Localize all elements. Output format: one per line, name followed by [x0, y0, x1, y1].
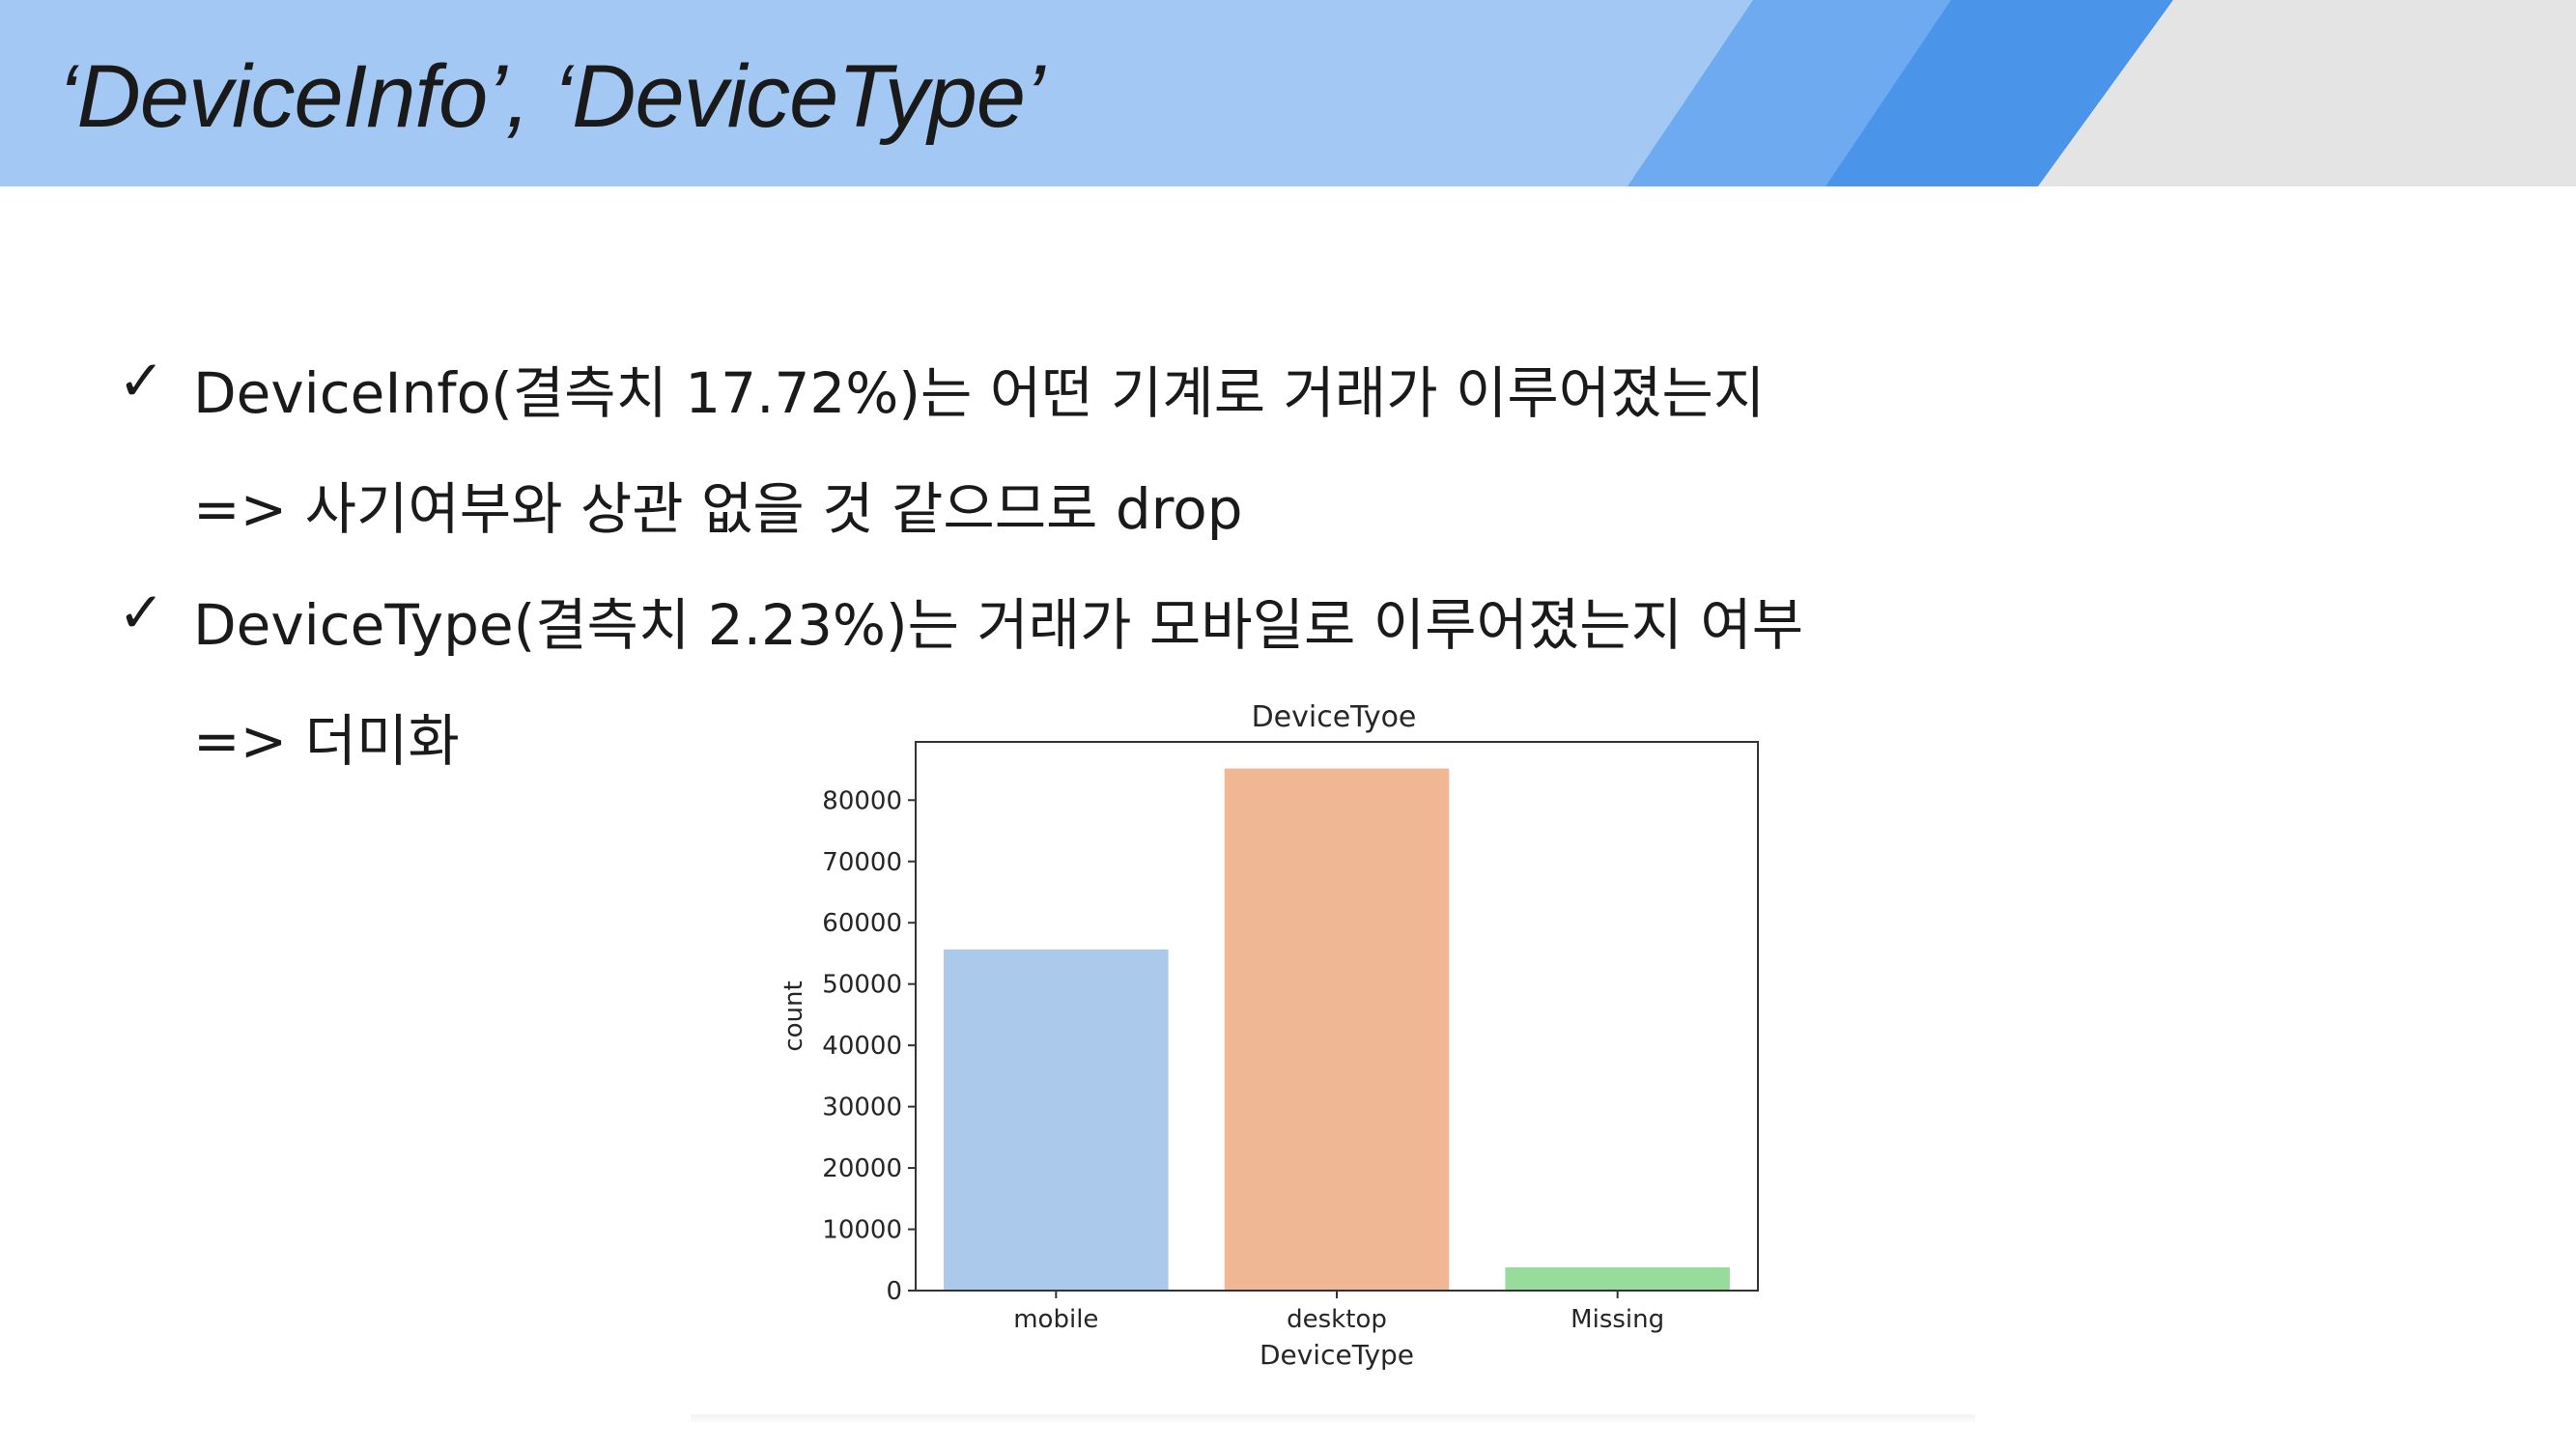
bullet-text: DeviceInfo(결측치 17.72%)는 어떤 기계로 거래가 이루어졌는…: [193, 360, 1766, 426]
y-tick-label: 10000: [822, 1216, 902, 1245]
y-tick-label: 70000: [822, 848, 902, 877]
y-tick-label: 30000: [822, 1094, 902, 1122]
header-stripe-dark: [1826, 0, 2173, 186]
slide-bottom-shade: [691, 1414, 1975, 1422]
x-tick-label: Missing: [1571, 1305, 1664, 1334]
x-tick-label: desktop: [1287, 1305, 1387, 1334]
plot-frame: [915, 741, 1759, 1292]
bullet-text: => 사기여부와 상관 없을 것 같으므로 drop: [193, 476, 1243, 542]
chart-title: DeviceTyoe: [1252, 700, 1417, 734]
y-tick-label: 20000: [822, 1154, 902, 1183]
y-tick-label: 80000: [822, 786, 902, 815]
y-tick-label: 0: [886, 1277, 902, 1306]
x-tick-label: mobile: [1013, 1305, 1098, 1334]
x-axis-label: DeviceType: [1260, 1339, 1414, 1371]
checkmark-icon: ✓: [118, 348, 165, 413]
bar-desktop: [1224, 768, 1450, 1291]
header-gray-block: [2038, 0, 2576, 186]
slide-header: ‘DeviceInfo’, ‘DeviceType’: [0, 0, 2576, 186]
y-tick-label: 40000: [822, 1032, 902, 1061]
y-tick-label: 60000: [822, 909, 902, 938]
header-decoration: [1628, 0, 2576, 186]
header-stripe-light: [1628, 0, 1961, 186]
bullet-text: DeviceType(결측치 2.23%)는 거래가 모바일로 이루어졌는지 여…: [193, 592, 1804, 658]
bar-missing: [1505, 1266, 1730, 1291]
y-tick-label: 50000: [822, 971, 902, 1000]
bullet-text: => 더미화: [193, 708, 460, 774]
devicetype-bar-chart: DeviceTyoe 0 10000 20000 30000 40000 50000 600…: [779, 700, 1759, 1371]
bar-mobile: [944, 949, 1169, 1291]
slide-title: ‘DeviceInfo’, ‘DeviceType’: [58, 47, 1044, 146]
checkmark-icon: ✓: [118, 580, 165, 645]
y-axis-label: count: [779, 980, 808, 1051]
